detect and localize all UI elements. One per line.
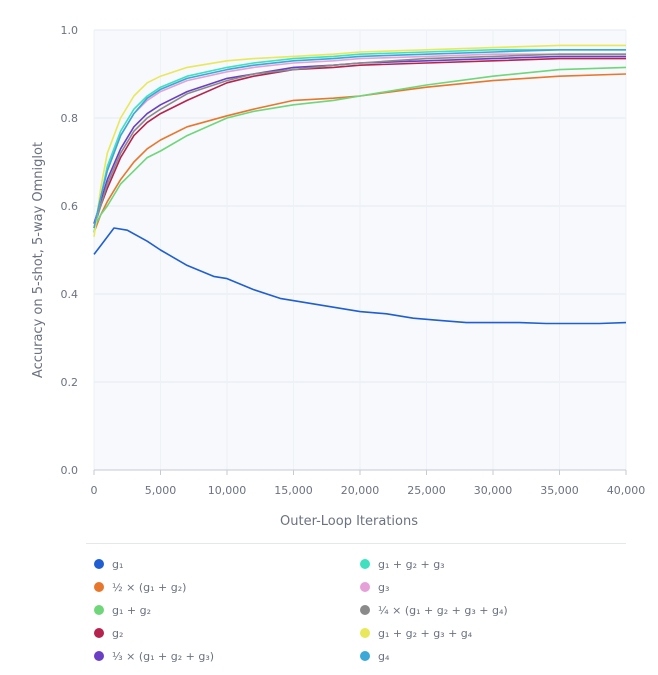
series-lines bbox=[93, 44, 627, 325]
y-tick-labels: 0.0 0.2 0.4 0.6 0.8 1.0 bbox=[61, 24, 79, 477]
legend-label: g₁ + g₂ + g₃ + g₄ bbox=[378, 626, 473, 640]
y-tick-label: 1.0 bbox=[61, 24, 79, 37]
series-line-6 bbox=[93, 48, 626, 233]
legend-item: g₁ bbox=[94, 555, 123, 573]
legend-swatch bbox=[94, 651, 104, 661]
legend-item: ⅓ × (g₁ + g₂ + g₃) bbox=[94, 647, 214, 665]
series-line-8 bbox=[93, 53, 626, 229]
legend: g₁ ½ × (g₁ + g₂) g₁ + g₂ g₂ ⅓ × (g₁ + g₂ + g… bbox=[0, 555, 658, 673]
legend-swatch bbox=[360, 651, 370, 661]
legend-label: g₄ bbox=[378, 649, 390, 663]
series-line-2 bbox=[93, 73, 627, 233]
legend-item: g₄ bbox=[360, 647, 389, 665]
x-tick-label: 25,000 bbox=[407, 484, 446, 497]
grid bbox=[93, 29, 627, 475]
x-tick-label: 10,000 bbox=[208, 484, 247, 497]
legend-item: ½ × (g₁ + g₂) bbox=[94, 578, 186, 596]
legend-swatch bbox=[360, 605, 370, 615]
x-axis-label: Outer-Loop Iterations bbox=[280, 514, 418, 529]
x-tick-label: 30,000 bbox=[474, 484, 513, 497]
y-tick-label: 0.8 bbox=[61, 112, 79, 125]
legend-swatch bbox=[94, 582, 104, 592]
x-tick-label: 40,000 bbox=[607, 484, 646, 497]
legend-item: g₂ bbox=[94, 624, 123, 642]
legend-item: g₁ + g₂ + g₃ + g₄ bbox=[360, 624, 472, 642]
legend-label: g₁ + g₂ bbox=[112, 603, 151, 617]
line-chart: 0 5,000 10,000 15,000 20,000 25,000 30,000 35,0… bbox=[31, 24, 646, 529]
legend-swatch bbox=[360, 559, 370, 569]
legend-swatch bbox=[94, 628, 104, 638]
series-line-9 bbox=[93, 44, 626, 237]
legend-swatch bbox=[360, 582, 370, 592]
legend-label: ¼ × (g₁ + g₂ + g₃ + g₄) bbox=[378, 603, 508, 617]
legend-swatch bbox=[360, 628, 370, 638]
legend-item: g₁ + g₂ bbox=[94, 601, 151, 619]
y-axis-label: Accuracy on 5-shot, 5-way Omniglot bbox=[31, 142, 46, 378]
legend-label: g₁ bbox=[112, 557, 124, 571]
y-tick-label: 0.2 bbox=[61, 376, 79, 389]
legend-swatch bbox=[94, 559, 104, 569]
series-line-5 bbox=[93, 55, 626, 224]
series-line-10 bbox=[93, 48, 626, 229]
x-tick-label: 0 bbox=[91, 484, 98, 497]
legend-item: ¼ × (g₁ + g₂ + g₃ + g₄) bbox=[360, 601, 508, 619]
x-tick-labels: 0 5,000 10,000 15,000 20,000 25,000 30,000 35,0… bbox=[91, 484, 646, 497]
x-tick-label: 20,000 bbox=[341, 484, 380, 497]
x-tick-label: 35,000 bbox=[540, 484, 579, 497]
legend-label: g₂ bbox=[112, 626, 124, 640]
x-tick-label: 5,000 bbox=[145, 484, 177, 497]
legend-swatch bbox=[94, 605, 104, 615]
series-line-4 bbox=[93, 57, 626, 224]
y-tick-label: 0.6 bbox=[61, 200, 79, 213]
legend-label: ⅓ × (g₁ + g₂ + g₃) bbox=[112, 649, 215, 663]
legend-divider bbox=[86, 543, 626, 544]
legend-item: g₁ + g₂ + g₃ bbox=[360, 555, 445, 573]
legend-label: ½ × (g₁ + g₂) bbox=[112, 580, 187, 594]
legend-label: g₃ bbox=[378, 580, 390, 594]
series-line-1 bbox=[93, 227, 627, 325]
y-tick-label: 0.4 bbox=[61, 288, 79, 301]
series-line-3 bbox=[93, 66, 627, 229]
legend-item: g₃ bbox=[360, 578, 389, 596]
y-tick-label: 0.0 bbox=[61, 464, 79, 477]
x-tick-label: 15,000 bbox=[274, 484, 313, 497]
legend-label: g₁ + g₂ + g₃ bbox=[378, 557, 445, 571]
